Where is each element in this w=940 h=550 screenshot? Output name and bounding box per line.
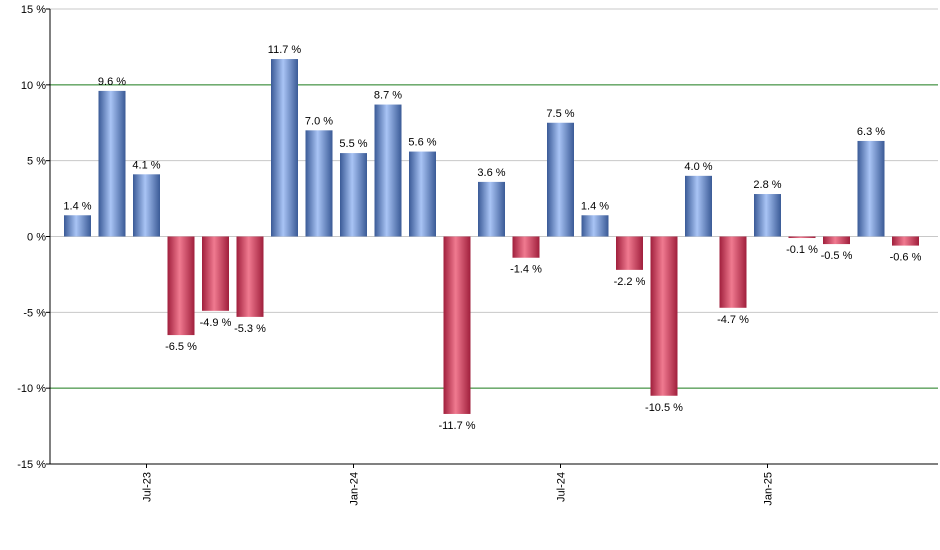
data-label: 4.1 %: [132, 159, 160, 171]
data-label: 9.6 %: [98, 76, 126, 88]
data-label: 5.5 %: [339, 138, 367, 150]
y-tick-label: 5 %: [27, 156, 46, 168]
data-label: -0.6 %: [890, 252, 922, 264]
data-label: -0.5 %: [821, 250, 853, 262]
data-label: -4.9 %: [200, 317, 232, 329]
data-label: 7.0 %: [305, 115, 333, 127]
bar: [271, 59, 298, 237]
x-tick-label: Jan-25: [763, 472, 775, 506]
y-tick-label: 10 %: [21, 80, 46, 92]
data-label: 1.4 %: [63, 200, 91, 212]
bar: [512, 236, 540, 258]
data-label: -6.5 %: [165, 341, 197, 353]
bar: [236, 236, 264, 317]
bar: [340, 153, 367, 237]
y-tick-label: -15 %: [17, 459, 46, 471]
x-tick-label: Jul-23: [142, 472, 154, 502]
data-labels: 1.4 % 9.6 % 4.1 % -6.5 %-4.9 %-5.3 % 11.7 % 7…: [63, 44, 921, 432]
bar: [374, 104, 402, 237]
y-tick-label: 15 %: [21, 4, 46, 16]
bar: [754, 194, 781, 237]
data-label: -2.2 %: [614, 276, 646, 288]
bar: [64, 215, 91, 237]
data-label: -11.7 %: [438, 420, 475, 432]
bar: [478, 181, 505, 237]
data-label: -10.5 %: [645, 402, 683, 414]
data-label: -4.7 %: [717, 314, 749, 326]
bar: [616, 236, 643, 270]
bar: [547, 122, 574, 237]
bar: [133, 174, 160, 237]
data-label: 2.8 %: [753, 179, 781, 191]
bar: [98, 90, 126, 237]
bar: [409, 151, 436, 237]
data-label: -5.3 %: [234, 323, 266, 335]
y-tick-label: -5 %: [23, 307, 46, 319]
data-label: 5.6 %: [408, 137, 436, 149]
x-tick-label: Jul-24: [556, 472, 568, 502]
axes: 15 % 10 % 5 % 0 % -5 % -10 % -15 % Jul-23 Jan-24…: [17, 4, 938, 506]
x-tick-label: Jan-24: [349, 472, 361, 506]
bar: [202, 236, 229, 311]
bar: [167, 236, 195, 336]
bars: [64, 59, 919, 414]
data-label: 8.7 %: [374, 90, 402, 102]
data-label: 4.0 %: [684, 161, 712, 173]
bar: [581, 215, 609, 237]
y-tick-label: 0 %: [27, 232, 46, 244]
bar: [788, 236, 816, 239]
data-label: 7.5 %: [546, 108, 574, 120]
bar: [823, 236, 850, 245]
data-label: 3.6 %: [477, 167, 505, 179]
data-label: 11.7 %: [268, 44, 302, 56]
data-label: -0.1 %: [786, 244, 818, 256]
bar: [685, 175, 712, 237]
bar: [892, 236, 919, 246]
data-label: -1.4 %: [510, 264, 542, 276]
bar: [857, 140, 885, 237]
data-label: 1.4 %: [581, 200, 609, 212]
y-tick-label: -10 %: [17, 383, 46, 395]
bar: [719, 236, 747, 308]
bar: [443, 236, 471, 414]
bar: [650, 236, 678, 396]
bar: [305, 130, 333, 237]
data-label: 6.3 %: [857, 126, 885, 138]
